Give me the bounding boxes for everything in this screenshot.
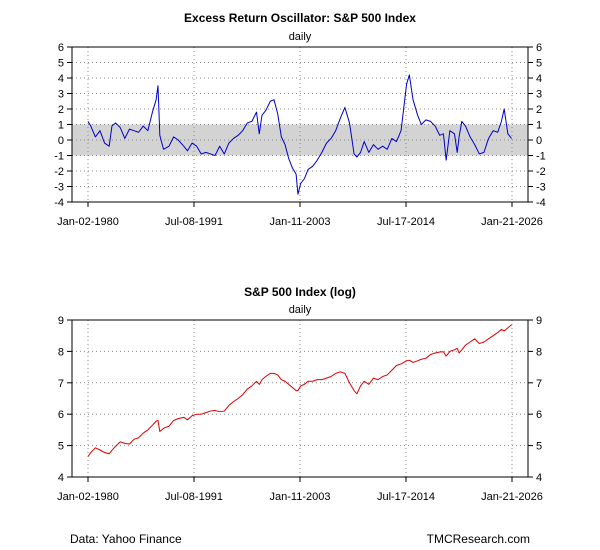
sp500-y-axis: 4 4 5 5 6 6 7 7 8 8 9 9 (58, 315, 542, 484)
oscillator-y-tick-label-right: 2 (536, 104, 542, 116)
oscillator-y-tick-label-right: -3 (536, 182, 546, 194)
sp500-chart: S&P 500 Index (log) daily 4 4 5 5 6 6 7 7 8 8 9 9 J… (57, 285, 543, 503)
oscillator-y-tick-label-right: 5 (536, 58, 542, 70)
oscillator-y-tick-label-left: 0 (58, 135, 64, 147)
sp500-title: S&P 500 Index (log) (244, 285, 356, 299)
sp500-y-tick-label-right: 6 (536, 409, 542, 421)
sp500-x-tick-label: Jan-11-2003 (270, 491, 331, 503)
oscillator-y-tick-label-right: -2 (536, 166, 546, 178)
oscillator-y-tick-label-left: -4 (54, 197, 64, 209)
oscillator-x-tick-label: Jul-08-1991 (165, 216, 223, 228)
oscillator-y-tick-label-right: 6 (536, 42, 542, 54)
sp500-x-tick-label: Jul-08-1991 (165, 491, 223, 503)
oscillator-y-tick-label-right: 4 (536, 73, 542, 85)
oscillator-y-tick-label-right: 1 (536, 120, 542, 132)
oscillator-x-tick-label: Jul-17-2014 (377, 216, 435, 228)
oscillator-subtitle: daily (289, 31, 312, 43)
website-credit: TMCResearch.com (427, 532, 530, 546)
oscillator-title: Excess Return Oscillator: S&P 500 Index (184, 11, 416, 25)
sp500-y-tick-label-right: 9 (536, 315, 542, 327)
oscillator-y-tick-label-left: 3 (58, 89, 64, 101)
sp500-series-line (87, 324, 512, 457)
oscillator-y-tick-label-right: 0 (536, 135, 542, 147)
sp500-y-tick-label-right: 8 (536, 346, 542, 358)
oscillator-chart: Excess Return Oscillator: S&P 500 Index … (54, 11, 546, 228)
oscillator-y-tick-label-left: 1 (58, 120, 64, 132)
sp500-subtitle: daily (289, 304, 312, 316)
oscillator-x-tick-label: Jan-11-2003 (270, 216, 331, 228)
sp500-y-tick-label-left: 5 (58, 441, 64, 453)
oscillator-y-tick-label-left: -3 (54, 182, 64, 194)
sp500-y-tick-label-left: 4 (58, 472, 64, 484)
oscillator-y-tick-label-left: 6 (58, 42, 64, 54)
oscillator-y-tick-label-right: 3 (536, 89, 542, 101)
sp500-y-tick-label-left: 6 (58, 409, 64, 421)
data-source-note: Data: Yahoo Finance (70, 532, 182, 546)
sp500-y-tick-label-left: 7 (58, 378, 64, 390)
sp500-x-tick-label: Jul-17-2014 (377, 491, 435, 503)
oscillator-y-tick-label-left: -2 (54, 166, 64, 178)
oscillator-y-axis: -4 -4 -3 -3 -2 -2 -1 -1 0 0 1 1 2 2 3 3 4 4 5 5 6 6 (54, 42, 546, 209)
sp500-x-axis: Jan-02-1980 Jul-08-1991 Jan-11-2003 Jul-17-… (57, 477, 543, 503)
oscillator-y-tick-label-left: 4 (58, 73, 64, 85)
oscillator-series-line (87, 74, 512, 195)
oscillator-y-tick-label-left: 5 (58, 58, 64, 70)
sp500-grid (72, 319, 528, 478)
sp500-y-tick-label-right: 7 (536, 378, 542, 390)
sp500-y-tick-label-right: 4 (536, 472, 542, 484)
sp500-x-tick-label: Jan-21-2026 (481, 491, 543, 503)
sp500-y-tick-label-right: 5 (536, 441, 542, 453)
sp500-x-tick-label: Jan-02-1980 (57, 491, 119, 503)
oscillator-y-tick-label-right: -4 (536, 197, 546, 209)
oscillator-y-tick-label-right: -1 (536, 151, 546, 163)
sp500-y-tick-label-left: 8 (58, 346, 64, 358)
sp500-series-layer (87, 324, 512, 457)
oscillator-x-tick-label: Jan-21-2026 (481, 216, 543, 228)
oscillator-y-tick-label-left: -1 (54, 151, 64, 163)
oscillator-y-tick-label-left: 2 (58, 104, 64, 116)
oscillator-x-axis: Jan-02-1980 Jul-08-1991 Jan-11-2003 Jul-17-… (57, 202, 543, 228)
oscillator-x-tick-label: Jan-02-1980 (57, 216, 119, 228)
sp500-plot-frame (71, 319, 529, 478)
oscillator-series-layer (87, 74, 512, 195)
sp500-y-tick-label-left: 9 (58, 315, 64, 327)
